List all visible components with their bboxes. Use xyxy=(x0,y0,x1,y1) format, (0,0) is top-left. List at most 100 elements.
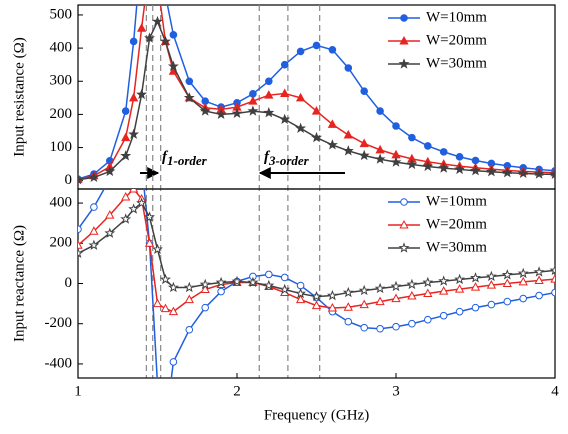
marker xyxy=(360,323,369,332)
marker xyxy=(280,273,289,282)
annotation-subscript: 1-order xyxy=(167,153,208,168)
marker xyxy=(376,107,384,115)
marker xyxy=(199,105,211,116)
marker xyxy=(424,142,432,150)
marker xyxy=(144,211,156,222)
marker xyxy=(104,227,116,238)
marker xyxy=(470,282,481,291)
marker xyxy=(470,165,481,176)
marker xyxy=(408,133,416,142)
marker xyxy=(129,189,139,193)
marker xyxy=(375,296,385,306)
marker xyxy=(342,145,354,156)
marker xyxy=(231,275,243,287)
marker xyxy=(376,324,384,333)
marker xyxy=(78,225,82,234)
marker xyxy=(470,272,481,283)
legend-label: W=20mm xyxy=(426,216,487,232)
marker xyxy=(128,128,140,139)
marker xyxy=(263,279,275,291)
series-line xyxy=(78,201,555,298)
marker xyxy=(104,165,116,177)
marker xyxy=(549,264,555,276)
marker xyxy=(406,278,418,290)
marker xyxy=(247,276,259,288)
marker xyxy=(406,158,418,170)
marker xyxy=(439,286,449,295)
marker xyxy=(215,108,227,120)
marker xyxy=(327,302,338,312)
marker xyxy=(486,280,497,289)
marker xyxy=(549,168,555,180)
marker xyxy=(485,166,497,177)
marker xyxy=(438,162,450,173)
marker xyxy=(144,238,155,247)
marker xyxy=(326,139,338,150)
marker xyxy=(359,138,369,148)
y-tick-label: 300 xyxy=(50,73,73,89)
marker xyxy=(455,307,464,316)
marker xyxy=(518,276,528,286)
series-group xyxy=(78,5,555,185)
marker xyxy=(503,297,512,306)
marker xyxy=(295,122,307,133)
marker xyxy=(78,173,84,185)
marker xyxy=(264,90,274,99)
marker xyxy=(200,284,210,294)
legend-marker xyxy=(399,219,409,229)
marker xyxy=(121,107,130,115)
y-tick-label: 0 xyxy=(65,275,73,291)
marker xyxy=(533,266,545,277)
marker xyxy=(487,300,496,309)
y-tick-label: 100 xyxy=(50,139,73,155)
marker xyxy=(215,276,227,288)
legend-label: W=30mm xyxy=(426,239,487,255)
marker xyxy=(311,300,322,310)
marker xyxy=(159,35,171,47)
marker xyxy=(295,294,306,304)
marker xyxy=(184,294,194,304)
marker xyxy=(248,96,258,105)
y-tick-label: 200 xyxy=(50,106,73,122)
marker xyxy=(392,322,400,331)
x-tick-label: 4 xyxy=(551,383,559,399)
legend-label: W=10mm xyxy=(426,9,487,25)
marker xyxy=(78,247,84,258)
marker xyxy=(438,275,450,286)
marker xyxy=(439,148,448,156)
marker xyxy=(439,311,448,320)
marker xyxy=(517,167,529,179)
legend-marker xyxy=(400,14,408,22)
marker xyxy=(391,293,401,303)
marker xyxy=(455,153,464,161)
marker xyxy=(390,156,402,167)
series-line xyxy=(78,189,555,313)
marker xyxy=(185,325,194,334)
y-axis-label: Input reactance (Ω) xyxy=(11,225,27,342)
marker xyxy=(343,129,353,139)
marker xyxy=(422,160,434,172)
marker xyxy=(311,131,322,143)
marker xyxy=(501,167,513,178)
marker xyxy=(408,319,416,328)
marker xyxy=(107,176,114,183)
marker xyxy=(519,294,528,303)
legend-marker xyxy=(400,198,408,206)
marker xyxy=(280,88,290,98)
marker xyxy=(358,149,370,161)
marker xyxy=(534,275,544,284)
marker xyxy=(454,273,466,285)
marker xyxy=(485,270,497,282)
marker xyxy=(160,303,171,313)
annotation-subscript: 3-order xyxy=(268,153,310,168)
marker xyxy=(78,240,83,249)
marker xyxy=(422,276,434,288)
marker xyxy=(344,64,353,72)
marker xyxy=(167,60,179,71)
marker xyxy=(342,286,354,298)
marker xyxy=(231,107,243,119)
marker xyxy=(89,226,99,235)
marker xyxy=(217,287,225,296)
marker xyxy=(359,299,369,309)
